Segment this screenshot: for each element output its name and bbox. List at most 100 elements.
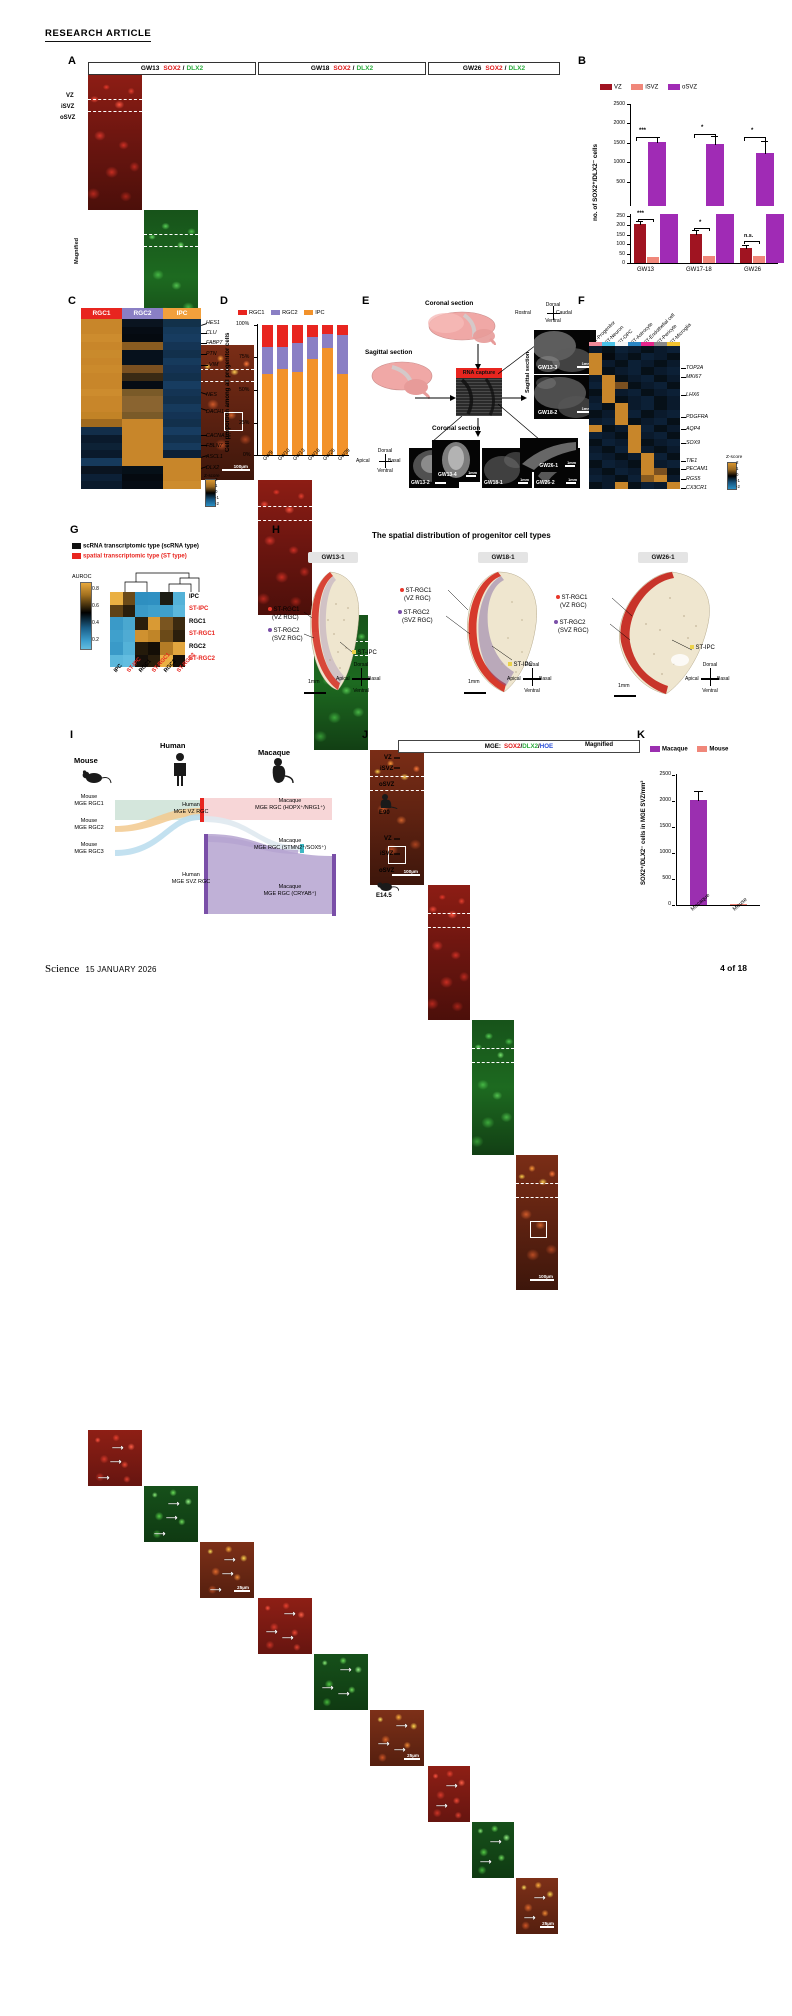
panel-h-letter: H — [272, 524, 280, 536]
mouse-silhouette-icon — [82, 770, 112, 784]
panel-c-cb-tick-2: 2 — [215, 477, 218, 482]
orient-sag-rostral: Rostral — [515, 310, 531, 316]
roi-box — [530, 1221, 547, 1238]
scale-label-25um: 25µm — [237, 1585, 249, 1590]
gene-label-pecam1: PECAM1 — [686, 466, 708, 472]
sep2: / — [538, 743, 540, 750]
dlx2-label: DLX2 — [508, 65, 526, 72]
panel-g-cb-tick-06: 0.6 — [92, 603, 99, 609]
panel-b-tick-2500: 2500 — [613, 101, 625, 107]
panel-d-legend: RGC1 RGC2 IPC — [238, 310, 325, 316]
panel-b-tick-500: 500 — [616, 179, 625, 185]
panel-e-sagittal-right-label: Sagittal section — [525, 351, 531, 393]
panel-b-tick-1500: 1500 — [613, 140, 625, 146]
mri-scale-gw26-1: 1mm — [567, 461, 576, 465]
bar-osvz-gw13-upper — [648, 142, 666, 206]
legend-swatch-rgc2 — [271, 310, 281, 316]
panel-h-ann-strgc2-gw26: ST-RGC2 — [554, 620, 586, 626]
stack-ipc-gw9 — [262, 374, 273, 455]
sig-lower-gw1718: * — [699, 220, 702, 226]
panel-e-arrows-top — [475, 344, 481, 370]
panel-i-label-mouse-rgc3-l2: MGE RGC3 — [74, 849, 104, 855]
panel-c-colorbar — [205, 479, 216, 507]
panel-b-lower-xaxis — [630, 263, 778, 265]
panel-h-leaders-gw13 — [304, 611, 353, 653]
panel-d-tick-75: 75% — [239, 354, 250, 360]
macaque-silhouette-icon — [272, 758, 294, 784]
panel-i-label-mac-hopx-l1: Macaque — [278, 798, 302, 804]
panel-j-prefix: MGE: — [484, 743, 501, 750]
panel-j-zone-ticks-2 — [394, 838, 400, 855]
panel-g-colorbar-title: AUROC — [72, 574, 92, 580]
panel-g-row-st-rgc2: ST-RGC2 — [189, 656, 216, 662]
panel-j-stage-e145: E14.5 — [376, 893, 392, 899]
panel-e-sagittal-left-label: Sagittal section — [365, 349, 413, 356]
panel-f-cb-tick-m1: -1 — [736, 478, 740, 483]
legend-label-osvz: oSVZ — [682, 84, 698, 91]
panel-a-age-gw18: GW18 — [310, 65, 330, 72]
sig-upper-gw13: *** — [639, 128, 647, 134]
mri-id-gw18-2: GW18-2 — [538, 410, 558, 416]
micrograph-gw18-merge: 100µm — [370, 750, 424, 885]
tissue-section-gw18-1 — [467, 571, 537, 693]
mri-scale-gw18-1: 1mm — [520, 478, 529, 482]
sep1: / — [520, 743, 523, 750]
panel-h-id-gw18-1: GW18-1 — [478, 552, 528, 563]
stack-rgc2-gw13 — [292, 343, 303, 372]
gene-label-vim: VIM — [209, 362, 219, 368]
magnified-gw18-merge: ⟶ ⟶ ⟶ 25µm — [370, 1710, 424, 1766]
magnified-gw13-sox2: ⟶ ⟶ ⟶ — [88, 1430, 142, 1486]
panel-f-letter: F — [578, 295, 585, 307]
panel-d-xaxis — [257, 455, 349, 457]
dot-strgc2 — [554, 620, 558, 625]
orient-h-apical-2: Apical — [507, 676, 521, 682]
gene-label-aqp4: AQP4 — [686, 426, 701, 432]
legend-swatch-osvz — [668, 84, 681, 90]
gene-label-dlx2: DLX2 — [206, 465, 220, 471]
panel-g-cb-tick-04: 0.4 — [92, 620, 99, 626]
mri-id-gw18-1: GW18-1 — [484, 480, 503, 486]
mri-coronal-gw26-1: GW26-1 1mm — [520, 438, 578, 472]
micrograph-gw26-merge: 100µm — [516, 1155, 558, 1290]
panel-b-xtick-gw26: GW26 — [744, 267, 762, 273]
orient-h-dorsal-3: Dorsal — [702, 662, 718, 668]
panel-e-coronal-bottom-label: Coronal section — [432, 425, 481, 432]
panel-c-col-rgc1: RGC1 — [81, 308, 122, 319]
dot-strgc2 — [268, 628, 272, 633]
legend-swatch-macaque — [650, 746, 660, 752]
dot-stipc — [508, 662, 512, 667]
slash: / — [504, 65, 507, 72]
panel-h-id-gw26-1: GW26-1 — [638, 552, 688, 563]
panel-j-zone-vz-1: VZ — [384, 755, 392, 761]
panel-k-tick-0: 0 — [668, 901, 671, 907]
panel-g-row-ipc: IPC — [189, 594, 200, 600]
panel-h-ann-strgc2-gw13: ST-RGC2 — [268, 628, 300, 634]
orient-cor-basal: Basal — [388, 458, 401, 464]
legend-swatch-scrna — [72, 543, 81, 549]
panel-f-colorbar — [727, 462, 737, 490]
bar-isvz-gw13 — [647, 257, 659, 263]
legend-swatch-isvz — [631, 84, 644, 90]
panel-k-ylabel: SOX2⁺/DLX2⁻ cells in MGE SVZ/mm² — [641, 780, 647, 886]
legend-label-ipc: IPC — [315, 310, 325, 316]
panel-i-label-human-svz-l1: Human — [182, 872, 200, 878]
panel-f-cb-tick-0: 0 — [736, 472, 739, 477]
panel-b-tick-250: 250 — [616, 213, 625, 219]
gene-label-pdgfra: PDGFRA — [686, 414, 709, 420]
dlx2-label: DLX2 — [356, 65, 374, 72]
panel-b-lower-yaxis — [630, 214, 632, 264]
panel-f-cb-tick-m2: -2 — [736, 484, 740, 489]
panel-i-label-mac-cryab-l2: MGE RGC (CRYAB⁺) — [263, 891, 317, 897]
panel-h-ann-strgc1-sub-gw13: (VZ RGC) — [272, 615, 299, 621]
panel-h-scale-gw26-1: 1mm — [618, 683, 630, 689]
panel-k-tick-2500: 2500 — [659, 771, 671, 777]
panel-g-colorbar — [80, 582, 92, 650]
mri-coronal-gw13-4: GW13-4 1mm — [432, 440, 480, 482]
hoe-label: HOE — [539, 743, 554, 750]
gene-label-ptn: PTN — [206, 351, 217, 357]
mri-sagittal-gw18-2: GW18-2 1mm — [534, 375, 596, 419]
footer-page-number: 4 of 18 — [720, 963, 747, 973]
panel-e-letter: E — [362, 295, 370, 307]
panel-k-tick-1500: 1500 — [659, 823, 671, 829]
panel-g-dendrogram — [124, 572, 200, 592]
